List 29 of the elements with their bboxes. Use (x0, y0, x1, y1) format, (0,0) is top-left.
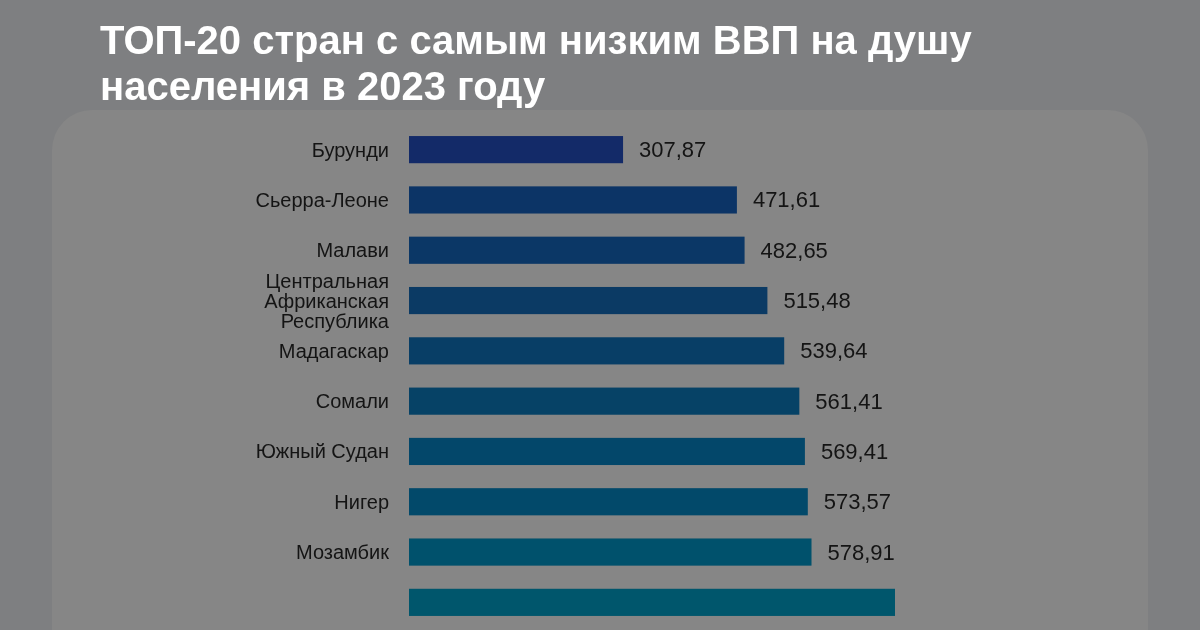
bar (409, 488, 808, 516)
y-tick-label: Мадагаскар (278, 339, 389, 362)
y-tick-label: Бурунди (311, 138, 389, 161)
bar (409, 387, 800, 415)
bar (409, 588, 895, 616)
y-tick-label: Центральная Африканская Республика (264, 269, 390, 332)
data-label: 573,57 (823, 489, 892, 515)
bar (409, 538, 812, 566)
data-label: 471,61 (752, 187, 821, 213)
y-tick-label: Мозамбик (296, 541, 390, 564)
bar (409, 186, 737, 214)
bar (409, 236, 745, 264)
y-tick-label: Сьерра-Леоне (255, 188, 389, 211)
y-tick-label: Малави (316, 239, 389, 262)
y-tick-label: Нигер (334, 490, 389, 513)
y-tick-label: Сомали (315, 390, 389, 413)
data-label: 539,64 (800, 338, 868, 364)
bar (409, 286, 768, 315)
data-label: 482,65 (760, 237, 828, 263)
y-tick-label: Южный Судан (255, 440, 389, 463)
data-label: 569,41 (820, 438, 889, 464)
data-label: 561,41 (815, 388, 883, 414)
bar (409, 136, 624, 164)
data-label: 578,91 (827, 539, 895, 565)
data-label: 515,48 (783, 288, 851, 314)
bar (409, 437, 805, 466)
chart-title: ТОП-20 стран с самым низким ВВП на душу населения в 2023 году (100, 18, 973, 108)
bar (409, 337, 785, 365)
data-label: 307,87 (639, 137, 707, 163)
